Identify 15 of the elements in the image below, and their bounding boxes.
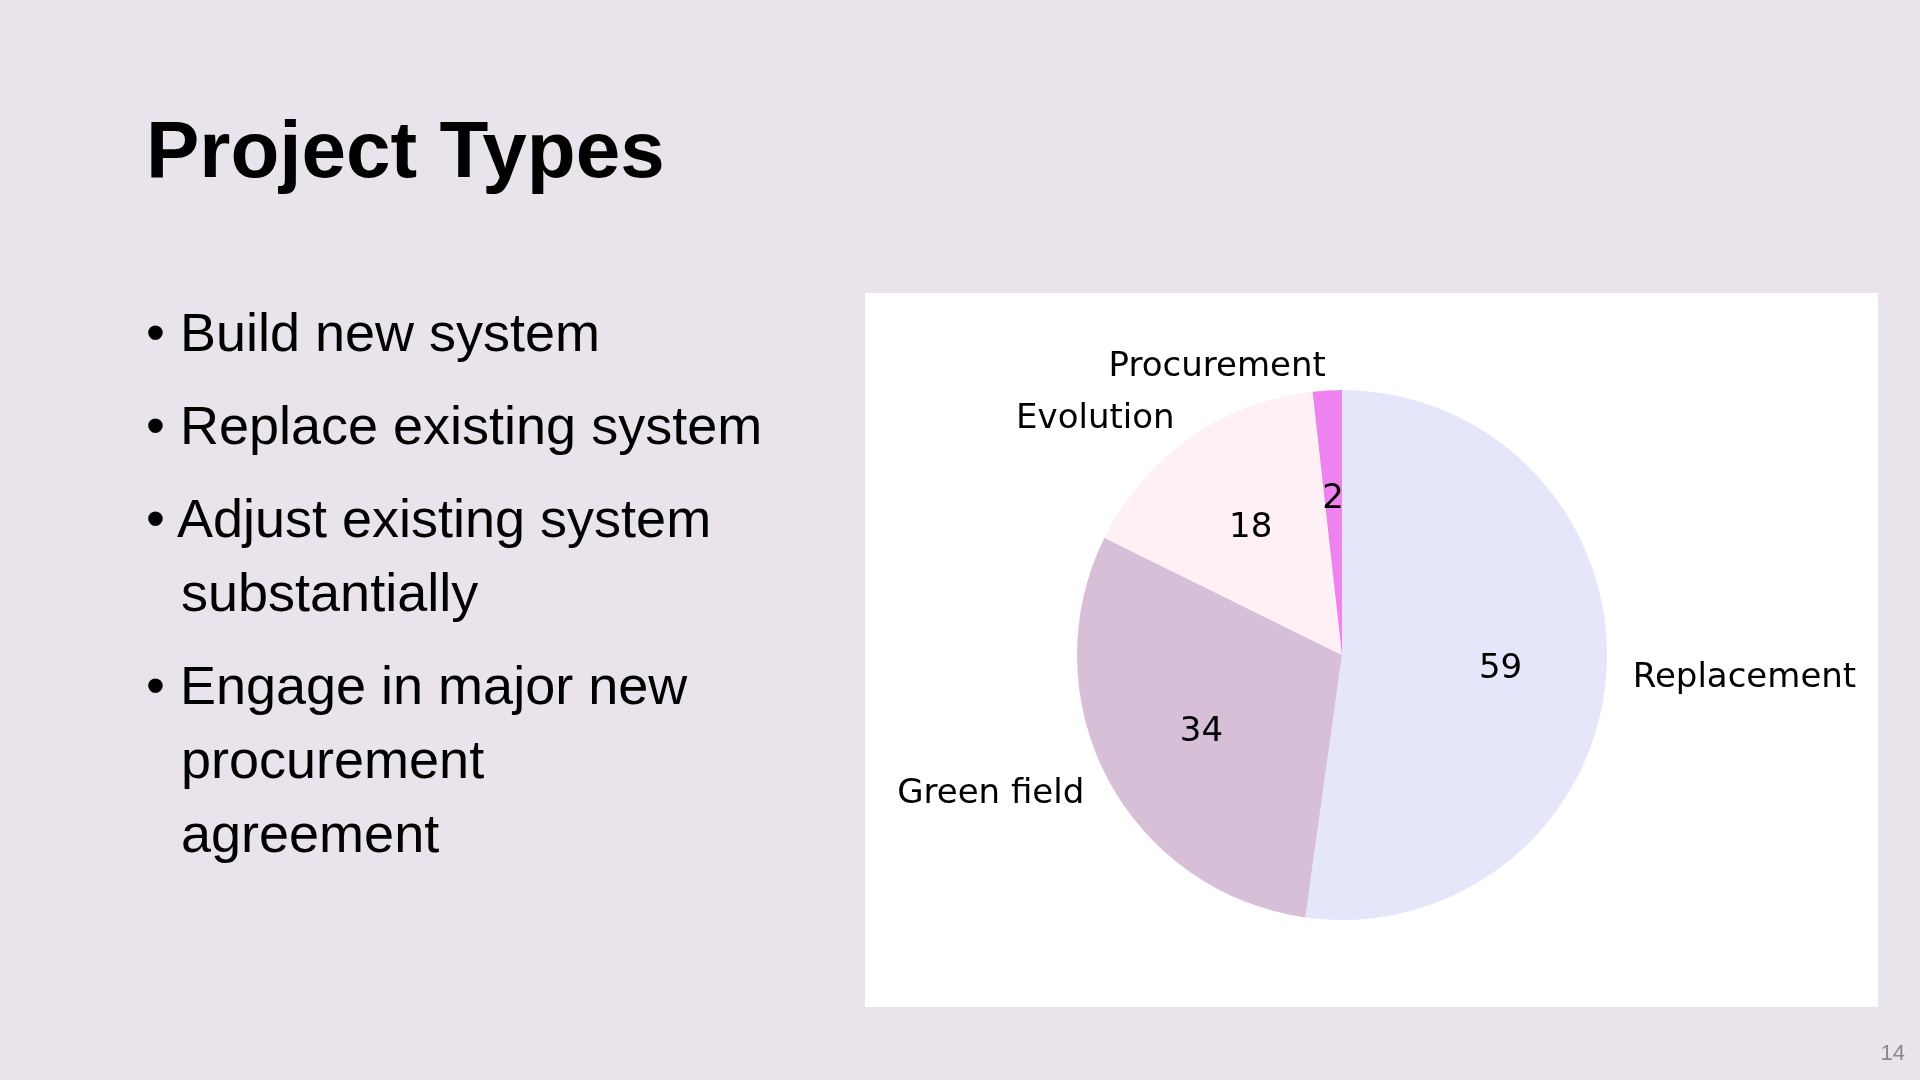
text: • Adjust existing system substantially: [146, 487, 713, 624]
text: • Replace existing system: [146, 394, 764, 457]
data-label: 18: [1229, 504, 1273, 545]
text: • Build new system: [146, 301, 602, 364]
text: • Engage in major new procurement agreement: [146, 654, 689, 865]
data-label: 2: [1322, 476, 1344, 517]
text: 14: [1880, 1040, 1905, 1066]
slice-label: Procurement: [1108, 343, 1326, 384]
data-label: 59: [1478, 646, 1523, 687]
slice-label: Replacement: [1632, 655, 1857, 696]
pie-slice: [1305, 390, 1607, 920]
slice-label: Green field: [897, 771, 1085, 812]
slice-label: Evolution: [1016, 396, 1175, 437]
chart-title: Project Types: [146, 104, 665, 196]
data-label: 34: [1179, 709, 1224, 750]
